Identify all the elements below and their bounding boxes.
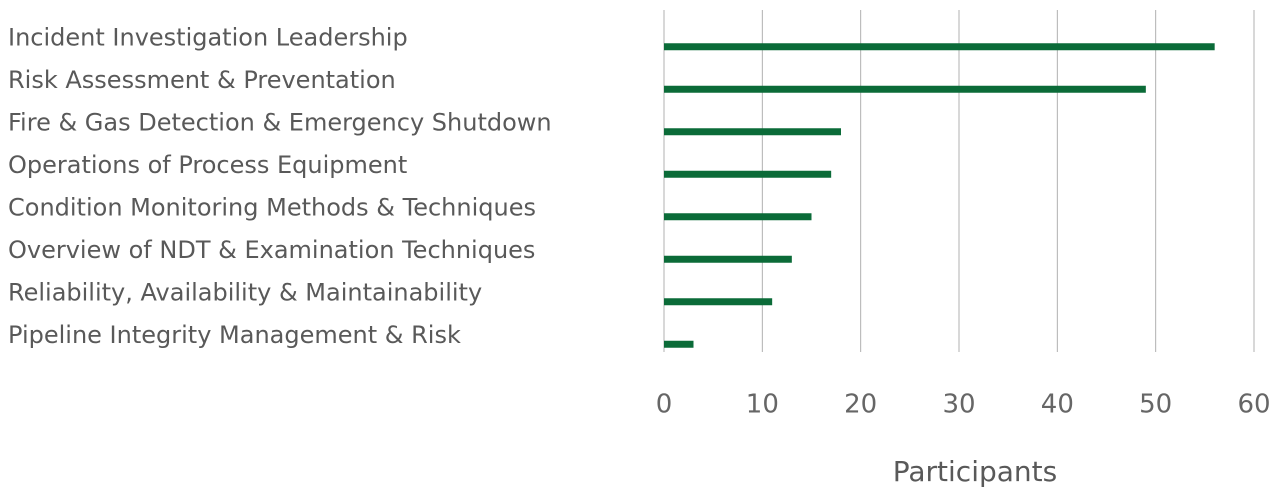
category-label: Risk Assessment & Preventation [8,66,396,94]
x-tick-label: 0 [656,390,673,420]
category-label: Fire & Gas Detection & Emergency Shutdow… [8,108,552,136]
x-tick-label: 50 [1139,390,1172,420]
bar [664,170,832,178]
category-label: Pipeline Integrity Management & Risk [8,321,461,349]
category-label: Incident Investigation Leadership [8,23,408,51]
x-tick-label: 30 [942,390,975,420]
category-label: Overview of NDT & Examination Techniques [8,236,535,264]
bar [664,85,1146,93]
bar [664,255,792,263]
x-tick-label: 10 [746,390,779,420]
category-label: Condition Monitoring Methods & Technique… [8,193,536,221]
x-tick-label: 40 [1041,390,1074,420]
x-tick-label: 20 [844,390,877,420]
bar [664,43,1215,51]
bar [664,213,812,221]
category-label: Operations of Process Equipment [8,151,407,179]
category-label: Reliability, Availability & Maintainabil… [8,278,482,306]
bar [664,298,773,306]
x-tick-label: 60 [1237,390,1270,420]
bar [664,340,694,348]
x-axis-title: Participants [893,455,1057,488]
bar [664,128,841,136]
